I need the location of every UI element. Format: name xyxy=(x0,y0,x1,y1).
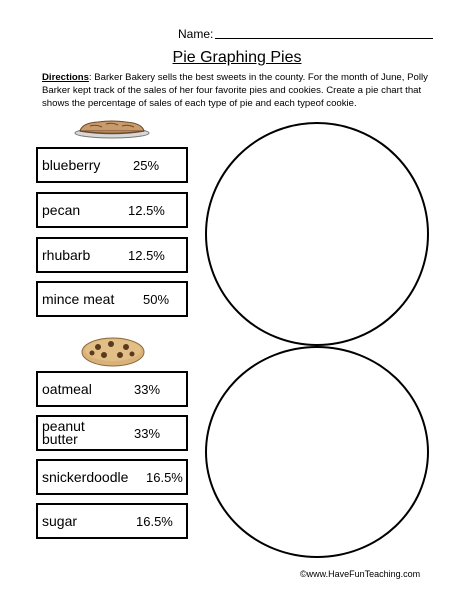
item-percent: 33% xyxy=(134,425,161,441)
pie-item-pecan: pecan 12.5% xyxy=(36,192,188,228)
directions-text: : Barker Bakery sells the best sweets in… xyxy=(42,72,428,109)
item-name: snickerdoodle xyxy=(42,469,129,485)
directions-label: Directions xyxy=(42,72,89,83)
item-percent: 12.5% xyxy=(128,247,165,263)
item-name: oatmeal xyxy=(42,381,92,397)
directions-paragraph: Directions: Barker Bakery sells the best… xyxy=(42,71,447,110)
pie-item-mince-meat: mince meat 50% xyxy=(36,281,188,317)
pie-chart-circle-pies[interactable] xyxy=(205,122,429,346)
item-name: blueberry xyxy=(42,157,101,173)
item-percent: 25% xyxy=(133,157,160,173)
item-name: peanut butter xyxy=(42,418,85,447)
pie-icon xyxy=(74,120,150,139)
cookie-item-sugar: sugar 16.5% xyxy=(36,503,188,539)
item-percent: 50% xyxy=(143,291,170,307)
item-name: mince meat xyxy=(42,291,115,307)
name-label: Name: xyxy=(178,27,214,41)
item-percent: 12.5% xyxy=(128,202,165,218)
pie-chart-circle-cookies[interactable] xyxy=(205,346,429,558)
item-percent: 33% xyxy=(134,381,161,397)
name-input-line[interactable] xyxy=(215,38,433,39)
item-name: pecan xyxy=(42,202,81,218)
item-name: sugar xyxy=(42,513,78,529)
item-name: rhubarb xyxy=(42,247,91,263)
item-percent: 16.5% xyxy=(136,513,173,529)
pie-item-rhubarb: rhubarb 12.5% xyxy=(36,237,188,273)
cookie-item-peanut-butter: peanut butter 33% xyxy=(36,415,188,451)
cookie-icon xyxy=(81,337,145,367)
page-title: Pie Graphing Pies xyxy=(172,49,302,66)
cookie-item-oatmeal: oatmeal 33% xyxy=(36,371,188,407)
pie-item-blueberry: blueberry 25% xyxy=(36,147,188,183)
item-percent: 16.5% xyxy=(146,469,183,485)
cookie-item-snickerdoodle: snickerdoodle 16.5% xyxy=(36,459,188,495)
footer-copyright: ©www.HaveFunTeaching.com xyxy=(300,569,421,579)
